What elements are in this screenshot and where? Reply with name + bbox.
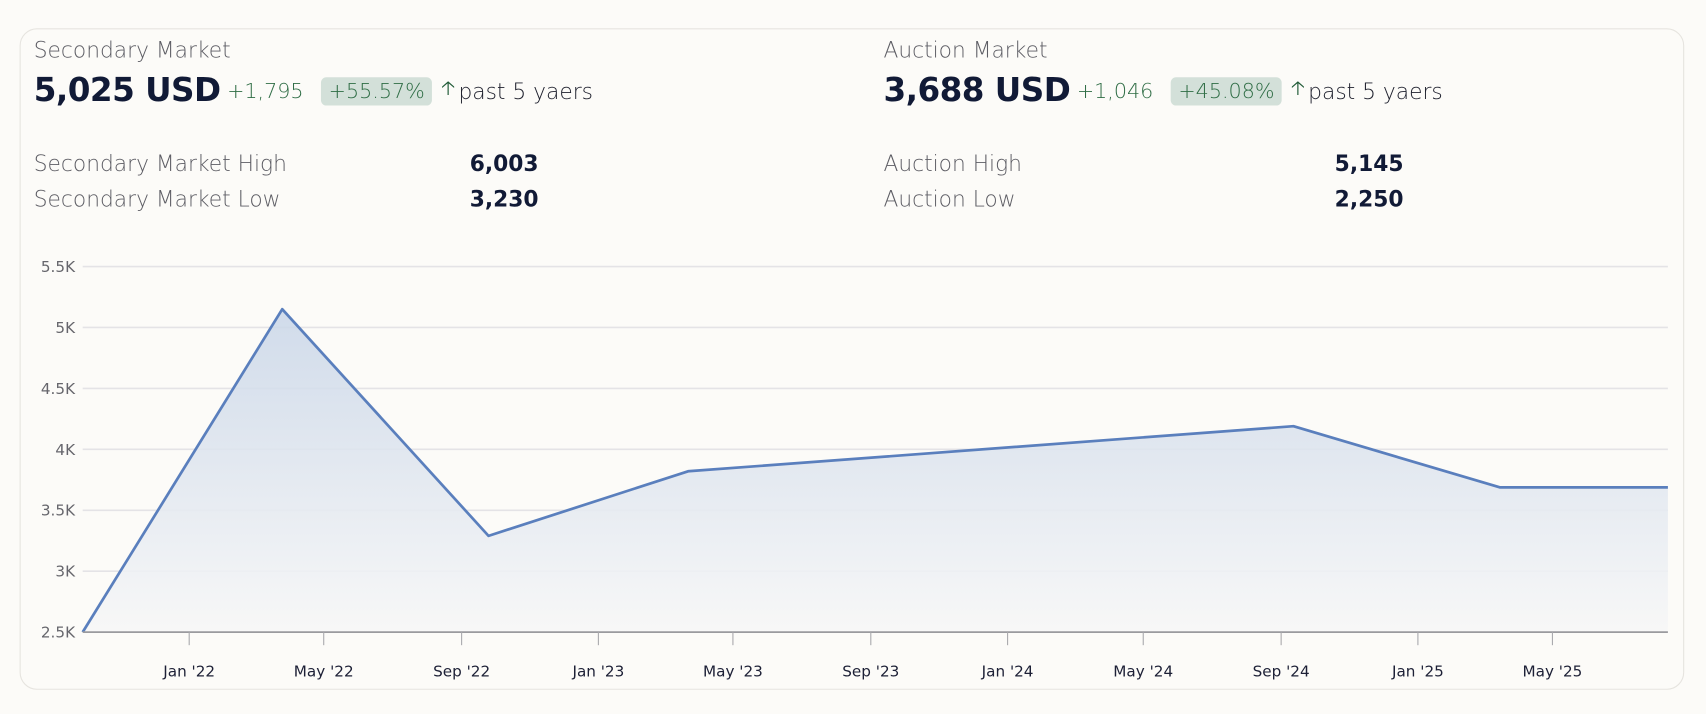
auction-price: 3,688 USD — [883, 71, 1071, 110]
y-tick-label: 5K — [55, 319, 76, 337]
secondary-low-label: Secondary Market Low — [33, 186, 281, 213]
x-tick-label: May '24 — [1113, 663, 1173, 681]
x-tick-label: Jan '24 — [981, 663, 1034, 681]
y-tick-label: 5.5K — [41, 258, 76, 276]
auction-change-badge: +45.08% — [1170, 76, 1283, 105]
secondary-high-label: Secondary Market High — [33, 150, 287, 177]
x-tick-label: Jan '25 — [1391, 663, 1444, 681]
y-tick-label: 3.5K — [41, 502, 76, 520]
x-tick-label: May '25 — [1523, 663, 1583, 681]
auction-low-label: Auction Low — [883, 186, 1016, 213]
secondary-change: +1,795 — [227, 78, 304, 103]
secondary-price: 5,025 USD — [33, 71, 221, 110]
y-tick-label: 2.5K — [41, 624, 76, 642]
secondary-change-badge: +55.57% — [321, 76, 433, 105]
x-tick-label: Jan '22 — [162, 663, 215, 681]
y-tick-label: 4.5K — [41, 380, 76, 398]
auction-market-title: Auction Market — [883, 36, 1048, 64]
area-fill — [82, 309, 1668, 633]
secondary-low-value: 3,230 — [469, 186, 539, 213]
secondary-market-title: Secondary Market — [33, 36, 231, 64]
x-tick-label: Sep '22 — [433, 663, 490, 681]
y-tick-label: 3K — [55, 563, 76, 581]
arrow-up-icon: 🡡 — [441, 76, 456, 100]
series-line — [81, 307, 1668, 633]
y-tick-label: 4K — [55, 441, 76, 459]
arrow-up-icon: 🡡 — [1290, 76, 1305, 100]
x-tick-label: May '23 — [703, 663, 763, 681]
x-tick-label: Jan '23 — [571, 663, 624, 681]
secondary-high-value: 6,003 — [469, 150, 539, 177]
auction-high-label: Auction High — [883, 150, 1022, 177]
x-tick-label: Sep '24 — [1253, 663, 1310, 681]
auction-low-value: 2,250 — [1334, 186, 1404, 213]
auction-high-value: 5,145 — [1334, 150, 1404, 177]
secondary-period: past 5 yaers — [458, 77, 594, 104]
auction-change: +1,046 — [1076, 78, 1154, 103]
auction-period: past 5 yaers — [1308, 77, 1443, 104]
auction-market-panel: Auction Market 3,688 USD +1,046 +45.08% … — [883, 37, 1442, 110]
x-tick-label: May '22 — [294, 663, 354, 681]
x-tick-label: Sep '23 — [842, 663, 899, 681]
secondary-market-panel: Secondary Market 5,025 USD +1,795 +55.57… — [34, 37, 593, 110]
